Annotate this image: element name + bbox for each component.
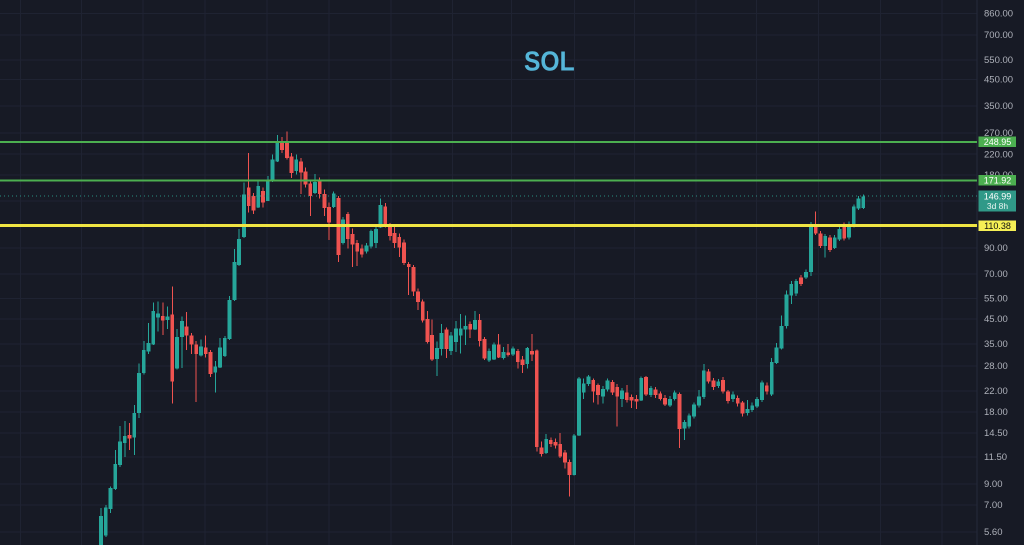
svg-text:35.00: 35.00 <box>984 339 1008 350</box>
svg-text:248.95: 248.95 <box>984 137 1012 147</box>
svg-text:450.00: 450.00 <box>984 75 1013 86</box>
svg-text:5.60: 5.60 <box>984 527 1003 538</box>
svg-text:45.00: 45.00 <box>984 314 1008 325</box>
svg-text:7.00: 7.00 <box>984 500 1003 511</box>
svg-text:90.00: 90.00 <box>984 243 1008 254</box>
svg-text:110.38: 110.38 <box>984 221 1011 231</box>
svg-text:350.00: 350.00 <box>984 101 1013 112</box>
svg-text:14.50: 14.50 <box>984 428 1008 439</box>
svg-text:270.00: 270.00 <box>984 128 1013 139</box>
svg-text:220.00: 220.00 <box>984 149 1013 160</box>
svg-text:55.00: 55.00 <box>984 294 1008 305</box>
svg-text:171.92: 171.92 <box>984 176 1012 186</box>
svg-text:18.00: 18.00 <box>984 407 1008 418</box>
svg-text:22.00: 22.00 <box>984 386 1008 397</box>
svg-text:70.00: 70.00 <box>984 269 1008 280</box>
svg-text:3d 8h: 3d 8h <box>987 201 1009 211</box>
svg-text:11.50: 11.50 <box>984 452 1007 463</box>
svg-text:860.00: 860.00 <box>984 9 1013 20</box>
svg-text:9.00: 9.00 <box>984 479 1003 490</box>
svg-text:28.00: 28.00 <box>984 361 1008 372</box>
svg-text:SOL: SOL <box>524 45 575 77</box>
svg-text:146.99: 146.99 <box>984 191 1012 201</box>
svg-text:700.00: 700.00 <box>984 30 1013 41</box>
svg-text:550.00: 550.00 <box>984 55 1013 66</box>
